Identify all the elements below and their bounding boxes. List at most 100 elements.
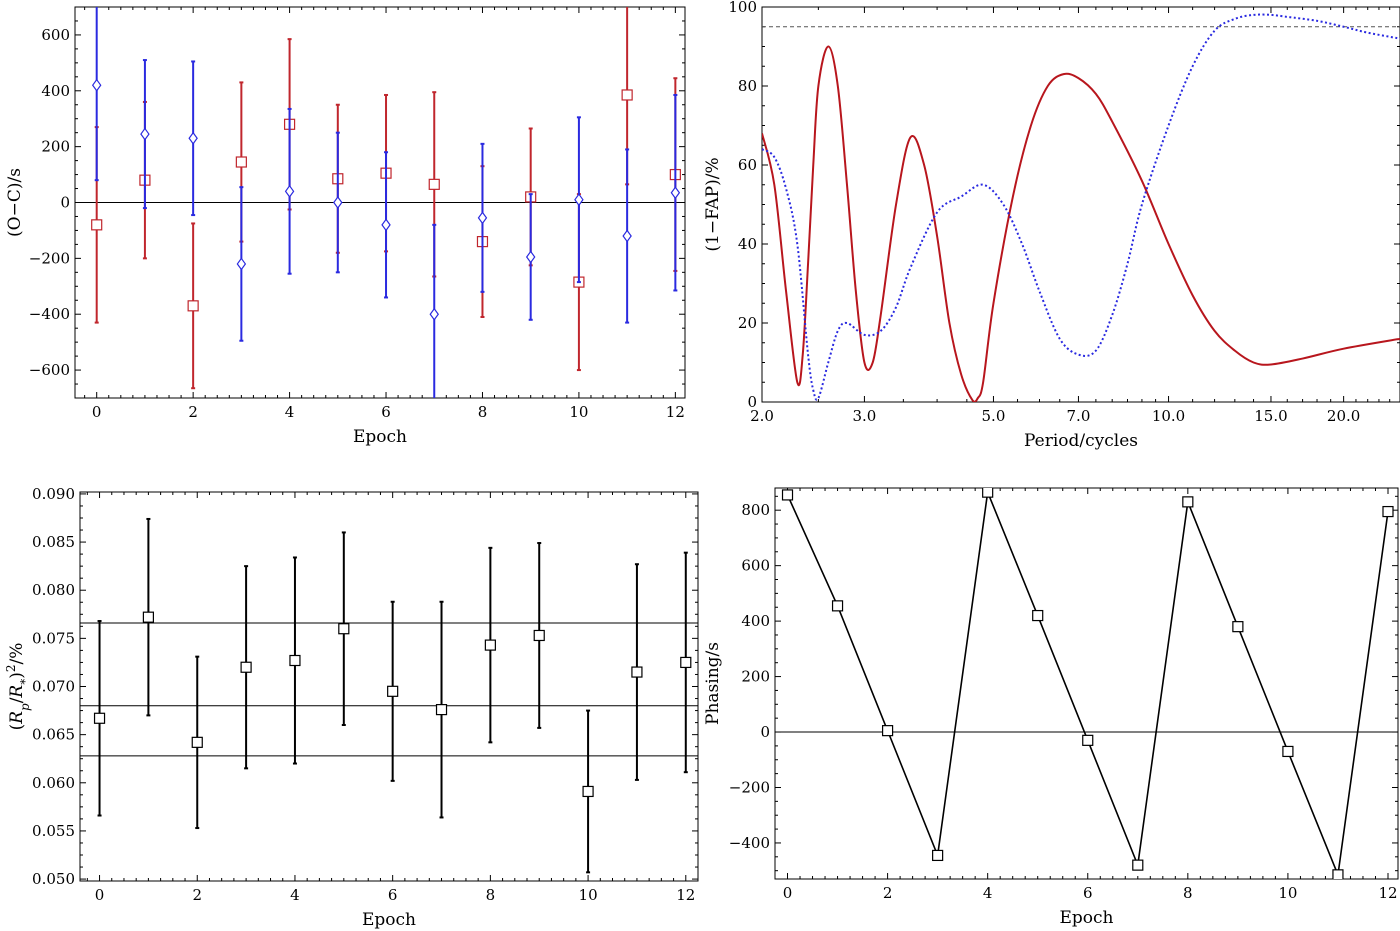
x-tick-label: 8 xyxy=(1183,884,1193,902)
data-point xyxy=(387,685,399,697)
y-axis-label-part: R xyxy=(7,685,27,699)
data-point xyxy=(429,307,439,321)
data-point xyxy=(142,611,154,623)
data-point xyxy=(631,666,643,678)
data-point xyxy=(1232,621,1244,633)
data-point xyxy=(91,219,103,231)
data-point xyxy=(236,257,247,271)
y-tick-label: 400 xyxy=(741,612,770,630)
y-tick-label: −200 xyxy=(29,249,70,267)
y-tick-label: 100 xyxy=(728,0,757,16)
data-point xyxy=(381,218,391,232)
y-tick-label: 0.080 xyxy=(32,581,75,599)
series-2 xyxy=(762,13,1400,401)
data-point xyxy=(435,704,448,716)
y-axis-label: (Rp/R*)2/% xyxy=(4,643,32,731)
y-axis-label: Phasing/s xyxy=(703,642,723,725)
x-tick-label: 3.0 xyxy=(852,407,876,425)
x-tick-label: 7.0 xyxy=(1067,407,1091,425)
y-axis-label-part: 2 xyxy=(4,664,18,672)
x-axis-label: Period/cycles xyxy=(1024,431,1138,451)
series-line xyxy=(786,489,1389,878)
y-tick-label: 600 xyxy=(741,557,770,575)
x-tick-label: 20.0 xyxy=(1327,407,1360,425)
y-tick-label: 400 xyxy=(41,82,70,100)
data-point xyxy=(574,193,584,207)
fap-panel: 2.0 3.0 5.0 7.0 10.0 15.0 20.0 0 20 40 60 80 100 Peri… xyxy=(703,0,1400,451)
y-tick-label: 800 xyxy=(741,501,770,519)
data-point xyxy=(235,156,247,168)
y-tick-label: 0.070 xyxy=(32,678,75,696)
data-point xyxy=(289,654,301,667)
x-tick-label: 6 xyxy=(388,886,398,904)
y-tick-label: 60 xyxy=(738,156,757,174)
depth-panel: 0 2 4 6 8 10 12 0.050 0.055 0.060 0.065 0.070 0.075 0… xyxy=(4,485,699,930)
data-point xyxy=(284,184,295,198)
series-1 xyxy=(93,517,692,874)
plot-frame xyxy=(774,487,1399,880)
data-point xyxy=(533,629,545,642)
x-tick-label: 6 xyxy=(381,403,391,421)
y-axis-label-part: / xyxy=(7,697,27,703)
y-axis-label-part: p xyxy=(18,703,32,711)
data-point xyxy=(1032,609,1044,622)
x-tick-label: 10 xyxy=(569,403,588,421)
x-tick-label: 2 xyxy=(883,884,893,902)
data-point xyxy=(93,712,106,724)
x-axis-label: Epoch xyxy=(362,910,416,930)
data-point xyxy=(188,131,198,145)
y-axis-label-part: ( xyxy=(7,724,27,731)
x-tick-label: 2 xyxy=(192,886,202,904)
data-point xyxy=(932,849,944,862)
data-point xyxy=(187,300,199,312)
plot-area xyxy=(75,7,685,398)
oc-panel: 0 2 4 6 8 10 12 −600 −400 −200 0 200 400 600 Epoch (O−C… xyxy=(5,6,686,447)
y-axis-label: (O−C)/s xyxy=(5,168,25,237)
phasing-panel: 0 2 4 6 8 10 12 −400 −200 0 200 400 600 800 Epoch Phasi… xyxy=(703,487,1399,928)
data-point xyxy=(240,661,252,673)
y-tick-label: 200 xyxy=(741,668,770,686)
series-2 xyxy=(91,7,681,398)
data-point xyxy=(680,656,692,669)
data-point xyxy=(428,178,440,190)
data-point xyxy=(1282,745,1294,758)
x-tick-label: 12 xyxy=(1378,884,1397,902)
x-tick-label: 8 xyxy=(478,403,488,421)
x-tick-label: 2 xyxy=(188,403,198,421)
y-tick-label: 200 xyxy=(41,138,70,156)
data-point xyxy=(582,785,594,798)
y-tick-label: 0.090 xyxy=(32,485,75,503)
data-point xyxy=(1182,496,1194,508)
y-tick-label: −600 xyxy=(29,361,70,379)
x-tick-label: 12 xyxy=(676,886,695,904)
x-tick-label: 12 xyxy=(666,403,685,421)
data-point xyxy=(1082,734,1094,746)
x-tick-label: 15.0 xyxy=(1254,407,1287,425)
y-tick-label: 600 xyxy=(41,26,70,44)
x-tick-label: 0 xyxy=(95,886,105,904)
x-axis-label: Epoch xyxy=(353,427,407,447)
y-tick-label: 0.055 xyxy=(32,822,75,840)
y-tick-label: 0.050 xyxy=(32,870,75,888)
data-point xyxy=(1382,505,1394,518)
data-point xyxy=(191,736,203,748)
x-tick-label: 8 xyxy=(486,886,496,904)
data-point xyxy=(484,639,496,651)
y-axis-label-part: R xyxy=(7,711,27,725)
plot-area xyxy=(80,517,698,874)
x-tick-label: 0 xyxy=(92,403,102,421)
data-point xyxy=(982,488,994,498)
data-point xyxy=(333,195,343,210)
x-tick-label: 2.0 xyxy=(750,407,774,425)
y-tick-label: 0.065 xyxy=(32,726,75,744)
y-tick-label: 0 xyxy=(747,393,757,411)
x-tick-label: 10.0 xyxy=(1152,407,1185,425)
x-tick-label: 10 xyxy=(579,886,598,904)
data-point xyxy=(622,229,632,243)
data-point xyxy=(338,623,350,635)
data-point xyxy=(525,250,536,264)
y-tick-label: 80 xyxy=(738,77,757,95)
y-axis-label-part: /% xyxy=(7,643,27,665)
y-tick-label: 40 xyxy=(738,235,757,253)
